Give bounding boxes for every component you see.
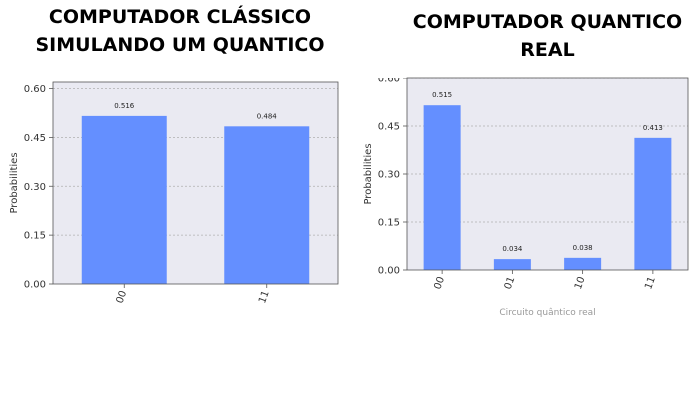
right-ytick-label: 0.45 <box>378 122 400 133</box>
left-ytick-label: 0.30 <box>24 182 46 193</box>
right-value-label-11: 0.413 <box>643 124 663 132</box>
left-value-label-00: 0.516 <box>114 102 135 110</box>
right-y-axis: 0.00 0.15 0.30 0.45 0.60 <box>378 74 688 277</box>
left-value-label-11: 0.484 <box>257 112 278 120</box>
right-xlabel: Circuito quântico real <box>499 308 595 318</box>
left-bar-11 <box>224 126 310 284</box>
left-bar-00 <box>81 115 167 284</box>
right-ytick-label: 0.00 <box>378 266 400 277</box>
left-ytick-label: 0.15 <box>24 231 46 242</box>
right-value-label-01: 0.034 <box>502 245 523 253</box>
right-ytick-label: 0.60 <box>378 74 400 85</box>
right-ytick-label: 0.30 <box>378 170 400 181</box>
right-value-label-10: 0.038 <box>573 244 593 252</box>
right-bar-11 <box>634 137 672 270</box>
left-plot-frame <box>52 81 339 285</box>
left-chart-heading: COMPUTADOR CLÁSSICO SIMULANDO UM QUANTIC… <box>35 6 325 56</box>
right-bar-10 <box>564 257 602 270</box>
left-ytick-label: 0.45 <box>24 133 46 144</box>
left-xtick-label-00: 00 <box>115 289 130 305</box>
right-xtick-label-10: 10 <box>573 275 588 291</box>
right-xtick-label-01: 01 <box>503 275 518 291</box>
left-ytick-label: 0.00 <box>24 280 46 291</box>
left-ytick-label: 0.60 <box>24 84 46 95</box>
right-xtick-label-00: 00 <box>432 275 447 291</box>
left-ylabel: Probabilities <box>9 152 20 213</box>
right-bar-00 <box>423 105 461 270</box>
right-ylabel: Probabilities <box>363 143 374 204</box>
right-chart-heading: COMPUTADOR QUANTICO REAL <box>412 11 683 61</box>
right-bar-01 <box>493 259 531 270</box>
left-xtick-label-11: 11 <box>257 289 272 305</box>
right-value-label-00: 0.515 <box>432 91 452 99</box>
right-plot-frame <box>406 77 689 271</box>
right-xtick-label-11: 11 <box>643 275 658 291</box>
right-ytick-label: 0.15 <box>378 218 400 229</box>
